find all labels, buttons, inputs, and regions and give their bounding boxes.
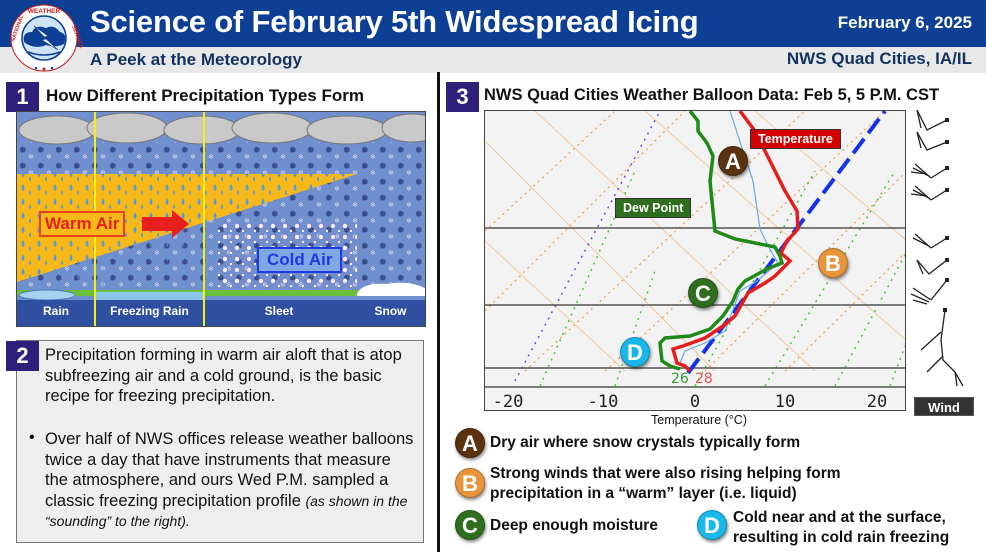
label-sleet: Sleet — [264, 304, 294, 318]
balloon-paragraph: Over half of NWS offices release weather… — [45, 429, 417, 532]
legend-text-b-line1: Strong winds that were also rising helpi… — [490, 465, 841, 482]
marker-d: D — [620, 337, 650, 367]
legend-text-d-line1: Cold near and at the surface, — [733, 509, 946, 526]
legend-text-b-line2: precipitation in a “warm” layer (i.e. li… — [490, 485, 797, 502]
legend-text-a: Dry air where snow crystals typically fo… — [490, 434, 801, 451]
recipe-paragraph: Precipitation forming in warm air aloft … — [45, 346, 402, 405]
section-1-title: How Different Precipitation Types Form — [46, 86, 365, 105]
section-3-title: NWS Quad Cities Weather Balloon Data: Fe… — [484, 86, 940, 104]
section-2-badge: 2 — [6, 341, 39, 371]
bullet-icon: • — [29, 429, 35, 446]
legend-marker-d: D — [697, 510, 727, 540]
nws-logo-icon: WEATHER NATIONAL SERVICE — [10, 4, 84, 72]
header-bar — [0, 0, 986, 47]
marker-b: B — [818, 248, 848, 278]
label-freezing-rain: Freezing Rain — [110, 304, 189, 318]
surface-temp-value: 28 — [695, 371, 713, 387]
svg-text:20: 20 — [867, 392, 887, 411]
legend-text-c: Deep enough moisture — [490, 517, 658, 534]
office-label: NWS Quad Cities, IA/IL — [786, 49, 972, 68]
svg-text:WEATHER: WEATHER — [28, 8, 61, 15]
page-subtitle: A Peek at the Meteorology — [90, 50, 302, 69]
legend-text-d-line2: resulting in cold rain freezing — [733, 529, 950, 546]
svg-text:0: 0 — [690, 392, 700, 411]
explanation-panel: Precipitation forming in warm air aloft … — [16, 340, 424, 543]
page-title: Science of February 5th Widespread Icing — [90, 4, 699, 39]
warm-air-label: Warm Air — [39, 211, 126, 237]
dewpoint-label: Dew Point — [615, 198, 692, 218]
wind-barbs-icon — [910, 110, 964, 387]
precip-types-diagram: ❅ ❄ — [16, 111, 426, 327]
balloon-paragraph-note: (as shown in the “sounding” to the right… — [45, 492, 408, 530]
wind-label: Wind — [914, 397, 974, 416]
marker-a: A — [718, 146, 748, 176]
subheader-bar — [0, 47, 986, 73]
legend-marker-a: A — [455, 428, 485, 458]
label-snow: Snow — [374, 304, 407, 318]
svg-text:10: 10 — [775, 392, 795, 411]
temperature-label: Temperature — [750, 129, 841, 149]
label-rain: Rain — [42, 304, 69, 318]
date-label: February 6, 2025 — [837, 13, 972, 32]
svg-text:-10: -10 — [588, 392, 619, 411]
balloon-paragraph-text: Over half of NWS offices release weather… — [45, 430, 414, 510]
section-3-badge: 3 — [446, 82, 479, 112]
skew-t-sounding-chart: -20 -10 0 10 20 26 28 Temperature Dew Po… — [484, 110, 906, 411]
sounding-plot: -20 -10 0 10 20 26 28 — [485, 111, 905, 411]
legend-marker-b: B — [455, 468, 485, 498]
svg-text:-20: -20 — [493, 392, 524, 411]
precip-diagram-graphic: ❅ ❄ — [17, 112, 425, 326]
cold-air-label: Cold Air — [257, 247, 343, 273]
surface-dewpoint-value: 26 — [671, 371, 689, 387]
x-axis-title: Temperature (°C) — [651, 413, 747, 427]
column-divider — [437, 72, 440, 552]
legend-marker-c: C — [455, 510, 485, 540]
marker-c: C — [688, 278, 718, 308]
section-1-badge: 1 — [6, 82, 39, 112]
